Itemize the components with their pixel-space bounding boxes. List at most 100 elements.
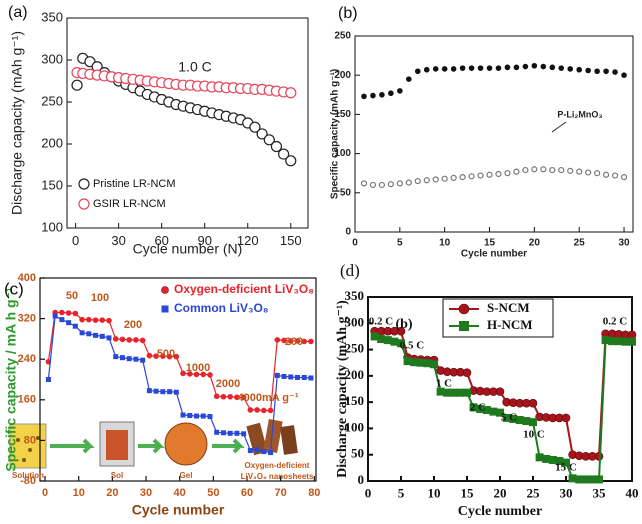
marker	[601, 336, 610, 345]
legend-marker	[458, 303, 470, 315]
marker	[614, 337, 623, 346]
plot-frame	[354, 35, 634, 233]
marker	[436, 387, 445, 396]
marker	[187, 413, 193, 419]
nanosheet	[280, 425, 298, 455]
marker	[268, 450, 274, 456]
x-tick-label: 5	[397, 238, 403, 249]
marker	[396, 180, 403, 187]
marker	[432, 66, 439, 72]
y-axis-label: Specific capacity (mAh g⁻¹)	[330, 69, 341, 199]
marker	[254, 407, 260, 413]
marker	[261, 449, 267, 455]
y-tick-label: 100	[41, 219, 63, 234]
marker	[227, 430, 233, 436]
marker	[274, 372, 280, 378]
annotation: 200	[285, 336, 303, 348]
x-tick-label: 20	[494, 486, 507, 501]
marker	[576, 66, 582, 73]
x-tick-label: 70	[275, 487, 287, 499]
marker	[515, 416, 524, 425]
particle	[16, 438, 20, 442]
marker	[449, 388, 458, 397]
marker	[66, 320, 72, 326]
legend-marker	[161, 286, 169, 294]
marker	[513, 168, 520, 175]
marker	[213, 393, 220, 400]
marker	[528, 398, 538, 408]
marker	[370, 92, 376, 99]
legend-label: Oxygen-deficient LiV₃O₈	[174, 282, 314, 296]
panel-label: (a)	[8, 4, 28, 21]
marker	[200, 413, 206, 419]
marker	[450, 174, 457, 182]
y-tick-label: 0	[358, 472, 365, 487]
marker	[441, 66, 448, 72]
legend-marker	[161, 305, 169, 313]
marker	[410, 358, 419, 367]
marker	[581, 475, 590, 484]
legend-label: H-NCM	[487, 317, 533, 332]
marker	[414, 177, 421, 185]
marker	[92, 317, 99, 323]
annotation: P-Li₂MnO₃	[557, 109, 602, 119]
marker	[146, 388, 152, 394]
x-tick-label: 60	[241, 487, 253, 499]
marker	[462, 368, 472, 378]
marker	[414, 68, 421, 75]
marker	[603, 68, 609, 75]
y-tick-label: 150	[345, 393, 365, 408]
x-tick-label: 40	[626, 486, 639, 501]
legend-label: Pristine LR-NCM	[93, 178, 176, 190]
marker	[186, 371, 193, 377]
annotation: 2 C	[470, 402, 486, 414]
x-tick-label: 10	[439, 238, 451, 249]
marker	[294, 338, 301, 344]
particle	[28, 448, 32, 452]
marker	[99, 333, 105, 339]
marker	[93, 332, 99, 338]
marker	[456, 388, 465, 397]
marker	[220, 393, 227, 400]
marker	[549, 166, 556, 174]
y-tick-label: 100	[334, 148, 351, 159]
marker	[59, 309, 65, 316]
marker	[495, 170, 502, 178]
x-tick-label: 25	[527, 486, 541, 501]
marker	[496, 408, 504, 417]
marker	[287, 338, 294, 344]
marker	[486, 171, 493, 178]
marker	[301, 374, 307, 380]
x-tick-label: 25	[574, 238, 586, 249]
marker	[388, 90, 394, 97]
marker	[45, 377, 51, 382]
x-tick-label: 5	[398, 486, 405, 501]
marker	[285, 87, 297, 99]
inset-label: Sol	[111, 471, 123, 480]
annotation: 2000	[216, 378, 240, 390]
marker	[390, 337, 399, 346]
legend-marker	[78, 198, 90, 210]
marker	[549, 64, 556, 71]
marker	[180, 412, 186, 418]
x-tick-label: 30	[560, 486, 573, 501]
marker	[575, 475, 584, 484]
marker	[482, 406, 491, 415]
marker	[220, 430, 226, 436]
marker	[294, 374, 300, 380]
marker	[396, 326, 406, 336]
annotation: 0.5 C	[400, 340, 425, 352]
marker	[160, 389, 166, 395]
marker	[602, 171, 610, 178]
inset-label: LiV₃O₈ nanosheets	[241, 472, 314, 481]
annotation: 500	[157, 348, 175, 360]
inset-label: Solution	[12, 471, 44, 480]
marker	[86, 316, 92, 323]
marker	[377, 335, 386, 344]
marker	[403, 357, 412, 366]
marker	[72, 323, 78, 329]
marker	[495, 65, 502, 71]
plot-frame	[39, 277, 317, 482]
panel: 0 50 100 150 200 250 0 5 10 15 20 25 30 Cycle number S…	[330, 5, 634, 260]
marker	[160, 353, 166, 359]
